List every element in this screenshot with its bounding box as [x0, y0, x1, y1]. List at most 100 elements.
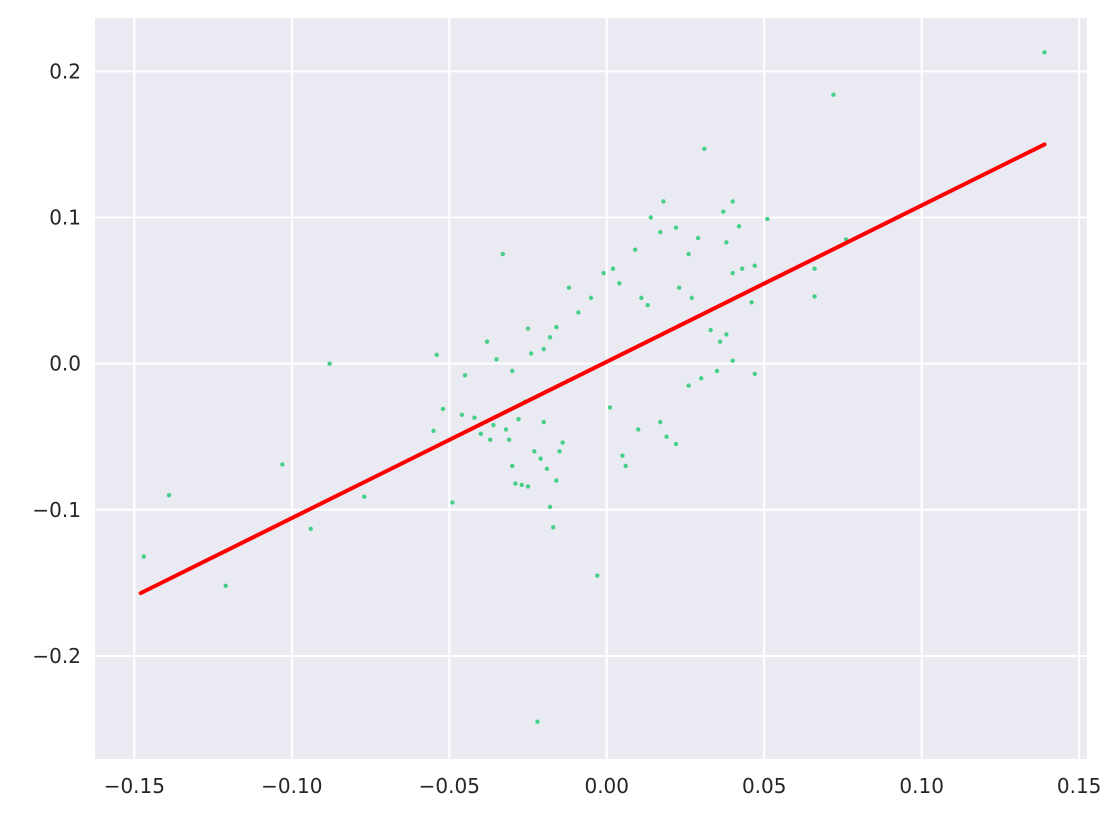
- scatter-point: [554, 324, 559, 330]
- scatter-point: [607, 405, 613, 410]
- scatter-point: [434, 352, 439, 358]
- scatter-point: [513, 481, 518, 486]
- scatter-point: [730, 199, 735, 204]
- scatter-point: [280, 462, 285, 467]
- scatter-point: [765, 216, 770, 222]
- scatter-point: [488, 437, 493, 442]
- x-tick-label: −0.15: [104, 774, 165, 798]
- scatter-point: [478, 431, 483, 437]
- scatter-point: [749, 300, 754, 305]
- grid-lines: [95, 18, 1087, 759]
- scatter-point: [588, 295, 594, 301]
- scatter-point: [525, 484, 531, 489]
- scatter-point: [639, 295, 644, 301]
- scatter-point: [541, 419, 546, 425]
- scatter-point: [752, 263, 757, 268]
- scatter-point: [547, 504, 553, 510]
- scatter-point: [658, 419, 663, 425]
- y-tick-labels: −0.2 −0.1 0.0 0.1 0.2: [32, 59, 81, 668]
- scatter-point: [752, 371, 757, 377]
- scatter-point: [528, 351, 534, 356]
- y-tick-label: 0.0: [49, 352, 81, 376]
- scatter-point: [510, 463, 515, 469]
- scatter-point: [664, 434, 669, 439]
- scatter-point: [494, 357, 499, 362]
- scatter-point: [450, 500, 455, 505]
- scatter-point: [812, 266, 817, 271]
- scatter-point: [472, 415, 477, 420]
- scatter-point: [1042, 50, 1047, 55]
- scatter-point: [673, 225, 679, 230]
- scatter-point: [730, 358, 735, 363]
- scatter-point: [459, 412, 465, 418]
- plot-background: [95, 18, 1087, 759]
- scatter-point: [557, 449, 562, 454]
- scatter-point: [532, 449, 537, 454]
- scatter-point: [491, 422, 496, 428]
- scatter-point: [689, 295, 694, 301]
- scatter-point: [736, 224, 742, 229]
- scatter-point: [440, 406, 446, 412]
- scatter-point: [544, 466, 550, 472]
- scatter-point: [223, 583, 228, 589]
- x-tick-label: 0.10: [899, 774, 944, 798]
- scatter-point: [327, 361, 332, 366]
- x-tick-label: 0.15: [1057, 774, 1102, 798]
- scatter-point: [431, 428, 436, 434]
- scatter-point: [702, 146, 707, 152]
- scatter-point: [721, 209, 726, 214]
- scatter-point: [636, 427, 641, 432]
- scatter-point: [141, 554, 147, 559]
- regression-line-group: [138, 142, 1047, 596]
- scatter-point: [554, 478, 559, 483]
- scatter-point: [500, 251, 506, 257]
- scatter-point: [535, 719, 540, 724]
- x-tick-label: 0.00: [584, 774, 629, 798]
- scatter-point: [362, 494, 367, 499]
- scatter-points: [141, 50, 1047, 724]
- x-tick-label: 0.05: [742, 774, 787, 798]
- y-tick-label: −0.2: [32, 644, 81, 668]
- scatter-point: [617, 281, 622, 286]
- scatter-point: [566, 285, 572, 290]
- scatter-point: [695, 235, 701, 241]
- scatter-point: [525, 326, 531, 331]
- scatter-point: [516, 416, 521, 422]
- regression-line: [138, 142, 1047, 596]
- scatter-point: [648, 215, 654, 220]
- scatter-point: [538, 456, 543, 461]
- scatter-point: [699, 376, 704, 381]
- y-tick-label: 0.2: [49, 59, 81, 83]
- y-tick-label: 0.1: [49, 206, 81, 230]
- scatter-point: [620, 453, 625, 458]
- scatter-point: [632, 247, 638, 252]
- scatter-point: [551, 525, 556, 530]
- scatter-point: [601, 270, 606, 276]
- scatter-point: [462, 373, 468, 378]
- scatter-point: [610, 266, 616, 271]
- scatter-point: [724, 240, 729, 245]
- x-tick-label: −0.10: [261, 774, 322, 798]
- scatter-point: [484, 339, 490, 344]
- x-tick-labels: −0.15 −0.10 −0.05 0.00 0.05 0.10 0.15: [104, 774, 1102, 798]
- scatter-point: [730, 270, 735, 276]
- scatter-point: [717, 339, 723, 344]
- scatter-point: [673, 441, 679, 447]
- scatter-point: [686, 251, 691, 257]
- scatter-point: [623, 463, 628, 469]
- scatter-point: [812, 294, 817, 299]
- scatter-point: [503, 427, 509, 432]
- scatter-point: [714, 368, 720, 374]
- scatter-point: [724, 332, 729, 337]
- x-tick-label: −0.05: [419, 774, 480, 798]
- y-tick-label: −0.1: [32, 498, 81, 522]
- scatter-point: [308, 526, 313, 532]
- scatter-point: [645, 302, 650, 308]
- scatter-point: [831, 92, 836, 97]
- scatter-point: [560, 440, 565, 445]
- scatter-point: [541, 346, 546, 352]
- scatter-point: [510, 368, 515, 374]
- scatter-point: [661, 199, 666, 204]
